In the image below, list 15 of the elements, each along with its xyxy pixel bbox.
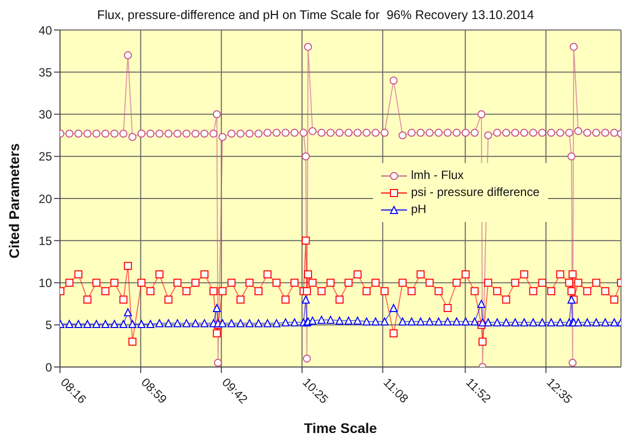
y-tick-label: 5 xyxy=(45,318,52,332)
legend-label: lmh - Flux xyxy=(411,167,464,184)
legend-label: psi - pressure difference xyxy=(411,184,540,201)
chart-title: Flux, pressure-difference and pH on Time Scale for 96% Recovery 13.10.2014 xyxy=(96,8,535,24)
x-axis-title: Time Scale xyxy=(304,420,378,436)
y-tick-label: 15 xyxy=(38,234,52,248)
y-tick-label: 35 xyxy=(38,65,52,80)
y-tick-label: 0 xyxy=(45,360,52,374)
y-tick-label: 10 xyxy=(38,276,52,290)
legend-label: pH xyxy=(411,201,426,218)
y-tick-label: 30 xyxy=(38,108,52,122)
y-tick-label: 25 xyxy=(38,150,52,164)
y-tick-label: 40 xyxy=(38,23,52,38)
y-axis-title: Cited Parameters xyxy=(6,143,22,258)
y-tick-label: 20 xyxy=(38,192,52,206)
